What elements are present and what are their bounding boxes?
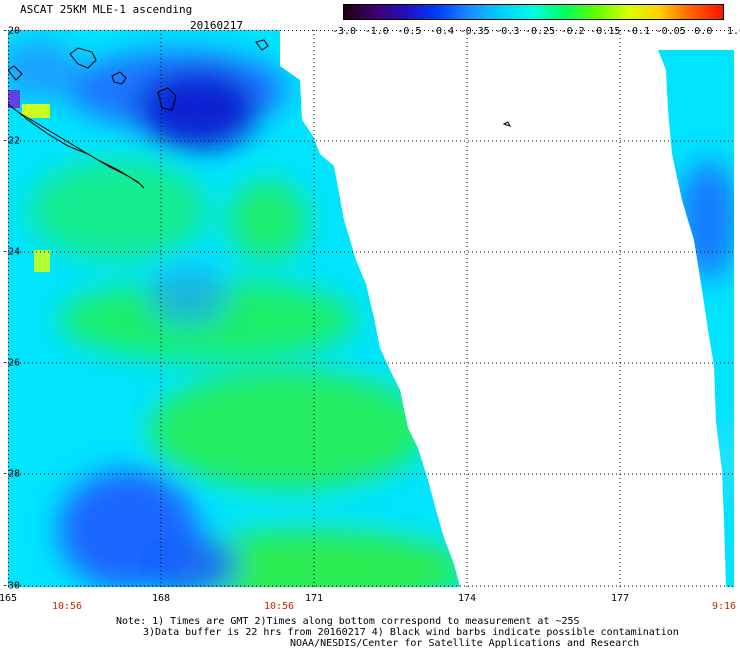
lat-label-22: -22 — [2, 135, 21, 147]
colorbar — [343, 4, 724, 20]
time-label-left: 10:56 — [51, 601, 83, 612]
lat-label-26: -26 — [2, 357, 21, 369]
colorbar-ticks: -3.0 -1.0 -0.5 -0.4 -0.35 -0.3 -0.25 -0.2 -0.15-… — [330, 26, 740, 38]
colorbar-tick-label: -0.2 — [560, 26, 585, 37]
lat-label-28: -28 — [2, 468, 21, 480]
colorbar-tick-label: -3.0 — [331, 26, 357, 37]
colorbar-tick-label: -1.0 — [364, 26, 389, 37]
lon-label-177: 177 — [610, 593, 630, 604]
note-line-1: Note: 1) Times are GMT 2)Times along bot… — [116, 616, 580, 627]
swath-right — [658, 50, 734, 587]
map-plot — [8, 30, 734, 587]
lat-label-30: -30 — [2, 580, 21, 592]
lat-label-24: -24 — [2, 246, 21, 258]
colorbar-tick-label: -0.4 — [429, 26, 455, 37]
lon-label-168: 168 — [151, 593, 171, 604]
colorbar-tick-label: -0.5 — [397, 26, 422, 37]
colorbar-tick-label: -0.35 — [459, 26, 490, 37]
colorbar-tick-label: 1.0 — [726, 26, 740, 37]
graticule — [8, 30, 734, 587]
colorbar-tick-label: 0.0 — [694, 26, 713, 37]
time-label-middle: 10:56 — [263, 601, 295, 612]
map-title: ASCAT 25KM MLE-1 ascending — [20, 3, 193, 16]
note-line-3: NOAA/NESDIS/Center for Satellite Applica… — [290, 638, 640, 649]
coastline — [8, 39, 511, 189]
swath-left — [8, 30, 460, 587]
note-line-2: 3)Data buffer is 22 hrs from 20160217 4)… — [143, 627, 679, 638]
colorbar-tick-label: -0.05 — [655, 26, 686, 37]
colorbar-tick-label: -0.15 — [590, 26, 621, 37]
lon-label-174: 174 — [457, 593, 477, 604]
lat-label-20: -20 — [2, 25, 21, 37]
colorbar-tick-label: -0.1 — [625, 26, 651, 37]
lon-label-165: 165 — [0, 593, 18, 604]
colorbar-tick-label: -0.3 — [495, 26, 520, 37]
time-label-right: 9:16 — [711, 601, 737, 612]
colorbar-tick-label: -0.25 — [524, 26, 556, 37]
lon-label-171: 171 — [304, 593, 324, 604]
map-date: 20160217 — [190, 19, 243, 32]
